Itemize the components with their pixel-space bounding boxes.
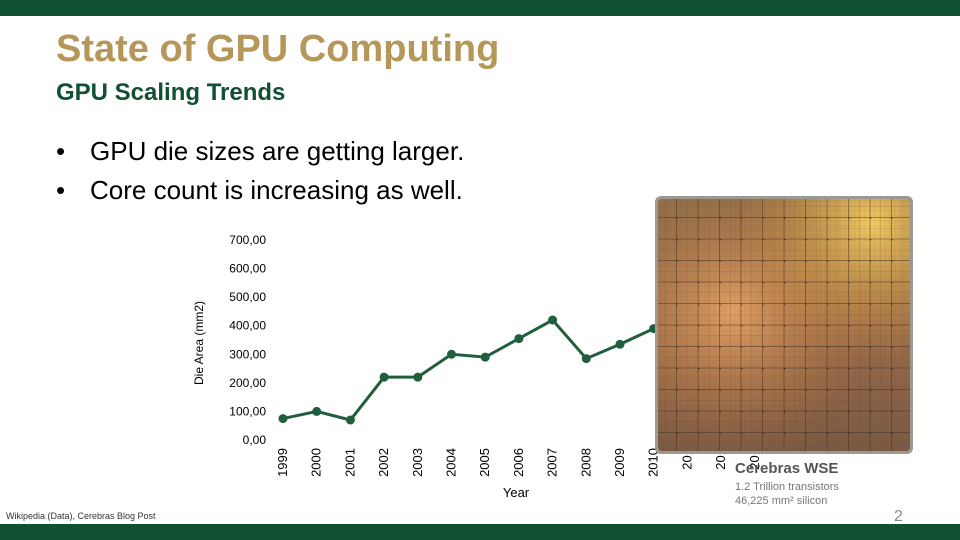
y-tick-label: 0,00 [243, 433, 267, 447]
bullet-text: Core count is increasing as well. [90, 175, 463, 205]
bottom-accent-bar [0, 524, 960, 540]
x-tick-label: 2010 [646, 448, 661, 477]
y-tick-label: 400,00 [229, 319, 266, 333]
wafer-caption-area: 46,225 mm² silicon [735, 495, 828, 507]
bullet-marker: • [56, 136, 66, 166]
x-tick-label: 2007 [545, 448, 560, 477]
data-point-2009 [615, 339, 625, 349]
data-point-2004 [447, 349, 456, 359]
data-points [278, 315, 659, 425]
y-tick-labels: 0,00 100,00 200,00 300,00 400,00 500,00 600,00… [229, 233, 266, 447]
y-tick-label: 100,00 [229, 404, 266, 418]
x-tick-label: 2009 [612, 448, 627, 477]
x-tick-label: 2000 [309, 448, 324, 477]
bullet-item: • GPU die sizes are getting larger. [56, 132, 464, 171]
data-point-2005 [480, 352, 490, 362]
x-tick-label: 2004 [444, 448, 459, 477]
x-tick-label: 2006 [511, 448, 526, 477]
page-number: 2 [894, 508, 903, 525]
x-tick-labels: 1999 2000 2001 2002 2003 2004 2005 2006 2007 2008… [275, 448, 762, 477]
data-point-2003 [413, 372, 423, 382]
x-tick-label: 2003 [410, 448, 425, 477]
data-point-2006 [514, 334, 524, 344]
bullet-text: GPU die sizes are getting larger. [90, 136, 465, 166]
x-tick-label: 1999 [275, 448, 290, 477]
bullet-item: • Core count is increasing as well. [56, 171, 464, 210]
x-tick-label: 2002 [376, 448, 391, 477]
x-axis-title: Year [503, 485, 530, 500]
data-point-2000 [312, 406, 322, 416]
x-tick-label: 2005 [477, 448, 492, 477]
y-axis-title: Die Area (mm2) [192, 301, 206, 385]
slide-subtitle: GPU Scaling Trends [56, 79, 286, 106]
data-point-2002 [379, 372, 389, 382]
data-point-2007 [548, 315, 558, 325]
y-tick-label: 600,00 [229, 262, 266, 276]
data-point-2001 [345, 415, 355, 425]
data-point-1999 [278, 414, 288, 424]
wafer-caption-transistors: 1.2 Trillion transistors [735, 481, 839, 493]
wafer-caption-name: Cerebras WSE [735, 460, 839, 477]
bullet-marker: • [56, 175, 66, 205]
series-line-die-area [282, 318, 655, 422]
x-tick-label: 2001 [342, 448, 357, 477]
top-accent-bar [0, 0, 960, 16]
cerebras-wafer-image [655, 196, 913, 454]
y-tick-label: 700,00 [229, 233, 266, 247]
slide-title: State of GPU Computing [56, 28, 500, 70]
y-tick-label: 500,00 [229, 290, 266, 304]
bullet-list: • GPU die sizes are getting larger. • Core… [56, 132, 464, 210]
source-citation: Wikipedia (Data), Cerebras Blog Post [6, 511, 156, 521]
y-tick-label: 300,00 [229, 347, 266, 361]
y-tick-label: 200,00 [229, 376, 266, 390]
data-point-2008 [581, 354, 591, 364]
x-tick-label: 2008 [578, 448, 593, 477]
